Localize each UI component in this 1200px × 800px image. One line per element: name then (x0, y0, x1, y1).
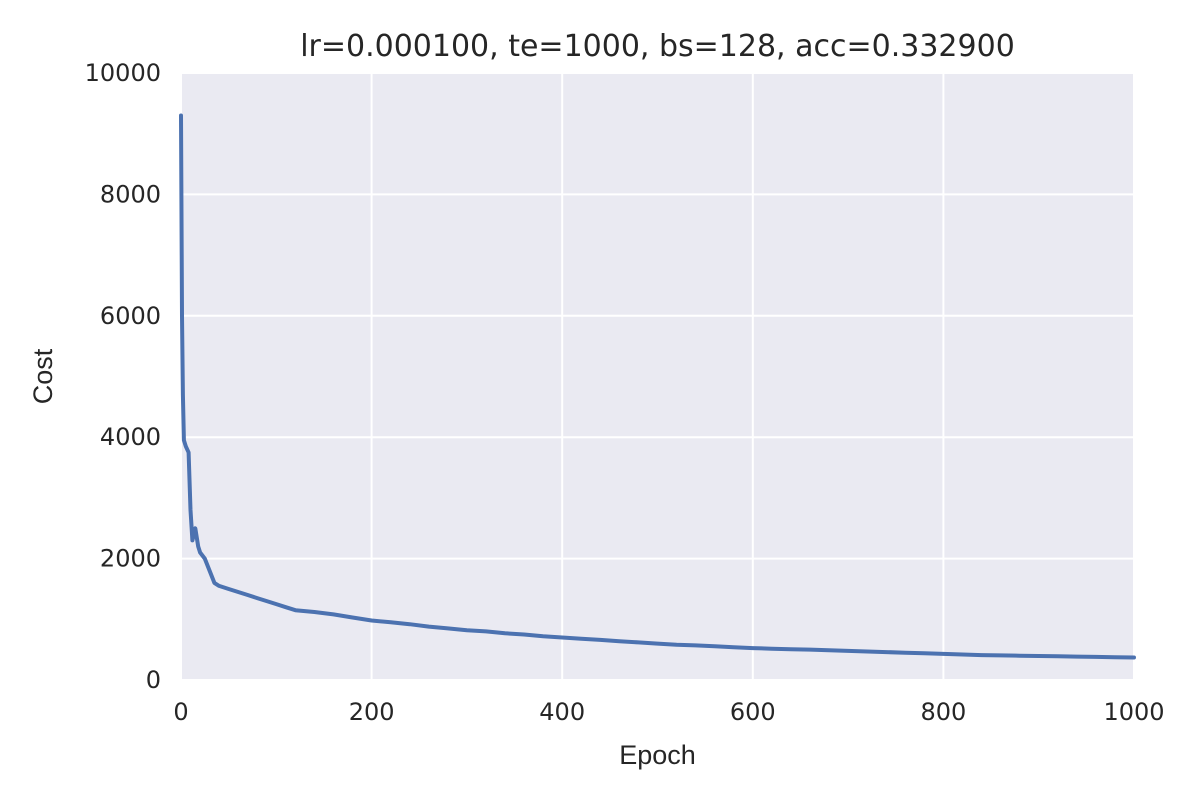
y-tick-label: 4000 (100, 423, 161, 451)
y-tick-label: 6000 (100, 302, 161, 330)
y-tick-label: 10000 (85, 59, 161, 87)
chart-title: lr=0.000100, te=1000, bs=128, acc=0.3329… (300, 29, 1015, 64)
x-tick-label: 400 (539, 698, 585, 726)
y-tick-label: 8000 (100, 180, 161, 208)
x-tick-label: 600 (730, 698, 776, 726)
x-tick-label: 1000 (1103, 698, 1164, 726)
x-tick-label: 200 (349, 698, 395, 726)
y-tick-label: 0 (146, 666, 161, 694)
x-axis-label: Epoch (619, 740, 696, 770)
plot-area (181, 73, 1134, 680)
series-layer (179, 113, 1136, 660)
y-axis-label: Cost (28, 348, 58, 404)
x-tick-label: 800 (920, 698, 966, 726)
grid (180, 72, 1135, 681)
series-line (179, 113, 1136, 660)
x-tick-label: 0 (173, 698, 188, 726)
y-tick-label: 2000 (100, 545, 161, 573)
